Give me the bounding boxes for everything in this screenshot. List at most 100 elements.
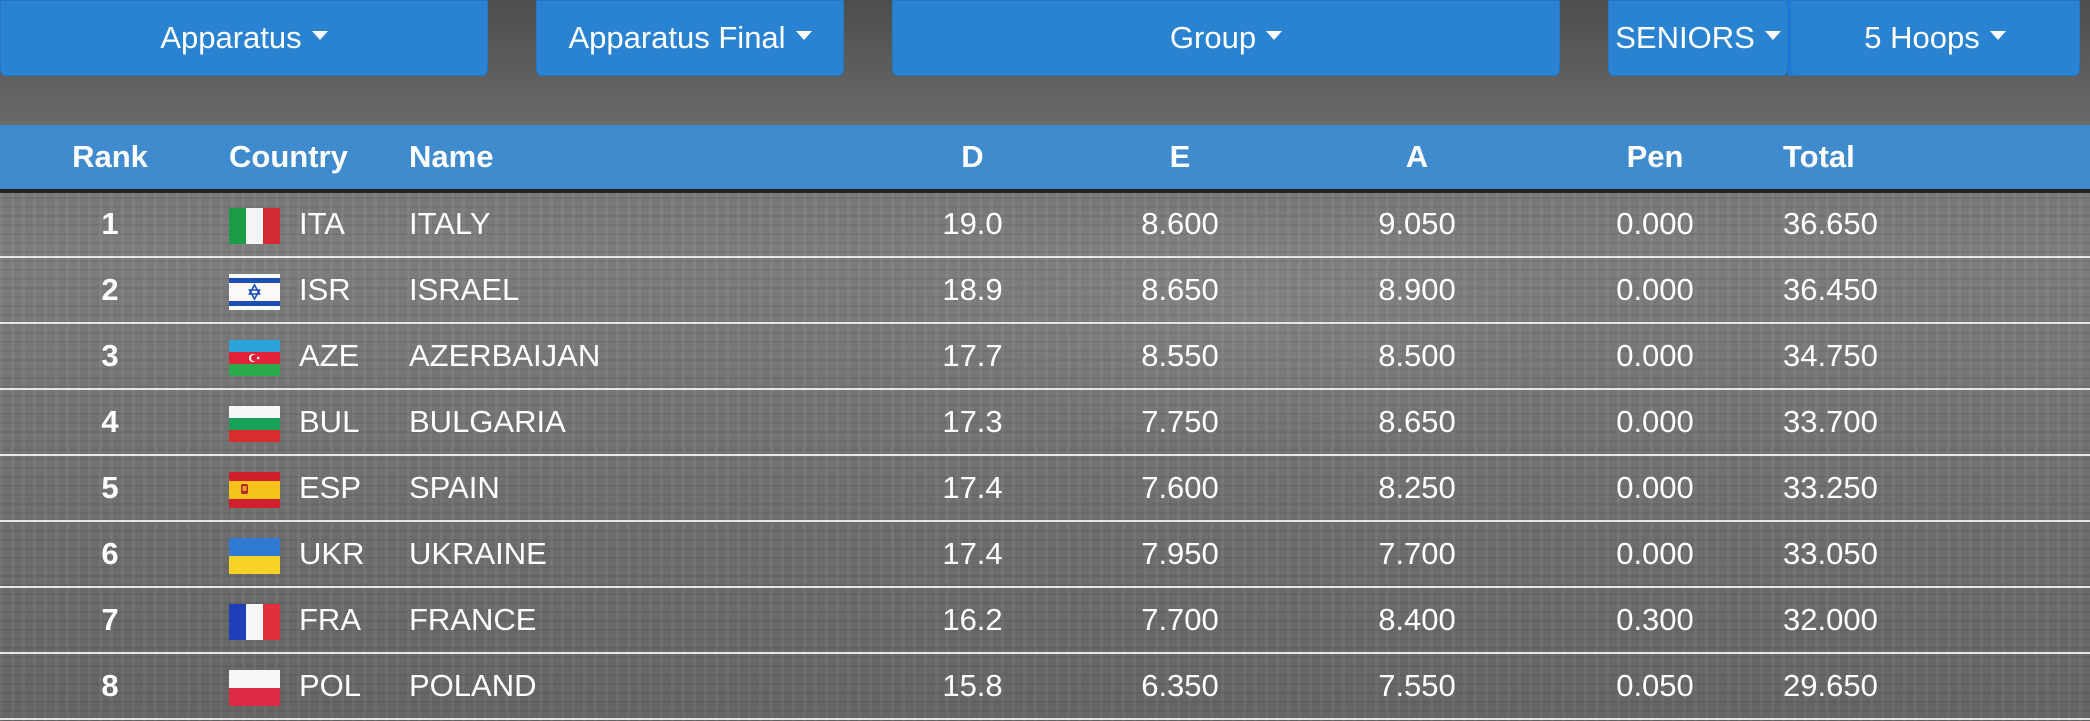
category-dropdown-label: SENIORS [1615, 20, 1755, 55]
e-score-cell: 6.350 [1141, 668, 1219, 703]
e-score-cell: 8.550 [1141, 338, 1219, 373]
total-score-cell: 34.750 [1783, 338, 1878, 373]
e-score-cell: 7.950 [1141, 536, 1219, 571]
header-name[interactable]: Name [409, 139, 494, 174]
poland-flag-icon [229, 670, 280, 706]
azerbaijan-flag-icon [229, 340, 280, 376]
total-score-cell: 33.050 [1783, 536, 1878, 571]
table-row[interactable]: 3 AZE AZERBAIJAN 17.7 8.550 8.500 0.000 … [0, 324, 2090, 390]
italy-flag-icon [229, 208, 280, 244]
apparatus-dropdown[interactable]: Apparatus [0, 0, 488, 76]
penalty-cell: 0.000 [1616, 338, 1694, 373]
rank-cell: 8 [101, 668, 119, 703]
total-score-cell: 36.650 [1783, 206, 1878, 241]
table-row[interactable]: 6 UKR UKRAINE 17.4 7.950 7.700 0.000 33.… [0, 522, 2090, 588]
penalty-cell: 0.000 [1616, 404, 1694, 439]
israel-flag-icon [229, 274, 280, 310]
e-score-cell: 7.700 [1141, 602, 1219, 637]
e-score-cell: 8.600 [1141, 206, 1219, 241]
rank-cell: 7 [101, 602, 119, 637]
event-dropdown[interactable]: 5 Hoops [1790, 0, 2080, 76]
e-score-cell: 7.750 [1141, 404, 1219, 439]
event-dropdown-label: 5 Hoops [1864, 20, 1980, 55]
penalty-cell: 0.050 [1616, 668, 1694, 703]
apparatus-final-dropdown[interactable]: Apparatus Final [536, 0, 844, 76]
total-score-cell: 32.000 [1783, 602, 1878, 637]
penalty-cell: 0.000 [1616, 470, 1694, 505]
a-score-cell: 8.400 [1378, 602, 1456, 637]
a-score-cell: 7.700 [1378, 536, 1456, 571]
table-row[interactable]: 1 ITA ITALY 19.0 8.600 9.050 0.000 36.65… [0, 192, 2090, 258]
country-code-cell: ISR [299, 272, 351, 307]
country-name-cell: POLAND [409, 668, 537, 703]
a-score-cell: 7.550 [1378, 668, 1456, 703]
spain-flag-icon [229, 472, 280, 508]
country-code-cell: ITA [299, 206, 345, 241]
caret-down-icon [1989, 30, 2006, 40]
rank-cell: 1 [101, 206, 119, 241]
header-rank[interactable]: Rank [72, 139, 148, 174]
e-score-cell: 7.600 [1141, 470, 1219, 505]
caret-down-icon [311, 30, 328, 40]
country-code-cell: BUL [299, 404, 360, 439]
country-name-cell: ITALY [409, 206, 491, 241]
a-score-cell: 8.500 [1378, 338, 1456, 373]
apparatus-final-dropdown-label: Apparatus Final [568, 20, 786, 55]
country-name-cell: AZERBAIJAN [409, 338, 601, 373]
penalty-cell: 0.300 [1616, 602, 1694, 637]
total-score-cell: 33.700 [1783, 404, 1878, 439]
total-score-cell: 36.450 [1783, 272, 1878, 307]
results-table-header: Rank Country Name D E A Pen Total [0, 125, 2090, 193]
d-score-cell: 17.3 [942, 404, 1003, 439]
table-row[interactable]: 2 ISR ISRAEL 18.9 8.650 8.900 0.000 36.4… [0, 258, 2090, 324]
header-a[interactable]: A [1405, 139, 1429, 174]
rank-cell: 2 [101, 272, 119, 307]
header-country[interactable]: Country [229, 139, 348, 174]
penalty-cell: 0.000 [1616, 536, 1694, 571]
caret-down-icon [1266, 30, 1283, 40]
table-row[interactable]: 4 BUL BULGARIA 17.3 7.750 8.650 0.000 33… [0, 390, 2090, 456]
e-score-cell: 8.650 [1141, 272, 1219, 307]
country-name-cell: ISRAEL [409, 272, 520, 307]
table-row[interactable]: 5 ESP SPAIN 17.4 7.600 8.250 0.000 33.25… [0, 456, 2090, 522]
d-score-cell: 16.2 [942, 602, 1003, 637]
a-score-cell: 8.650 [1378, 404, 1456, 439]
table-row[interactable]: 7 FRA FRANCE 16.2 7.700 8.400 0.300 32.0… [0, 588, 2090, 654]
rank-cell: 4 [101, 404, 119, 439]
country-code-cell: POL [299, 668, 362, 703]
penalty-cell: 0.000 [1616, 206, 1694, 241]
d-score-cell: 18.9 [942, 272, 1003, 307]
header-e[interactable]: E [1169, 139, 1191, 174]
d-score-cell: 17.7 [942, 338, 1003, 373]
header-d[interactable]: D [961, 139, 984, 174]
country-code-cell: FRA [299, 602, 361, 637]
header-pen[interactable]: Pen [1626, 139, 1684, 174]
group-dropdown[interactable]: Group [892, 0, 1560, 76]
france-flag-icon [229, 604, 280, 640]
bulgaria-flag-icon [229, 406, 280, 442]
header-total[interactable]: Total [1783, 139, 1855, 174]
total-score-cell: 29.650 [1783, 668, 1878, 703]
table-row[interactable]: 8 POL POLAND 15.8 6.350 7.550 0.050 29.6… [0, 654, 2090, 720]
a-score-cell: 8.900 [1378, 272, 1456, 307]
country-name-cell: SPAIN [409, 470, 500, 505]
penalty-cell: 0.000 [1616, 272, 1694, 307]
country-code-cell: AZE [299, 338, 360, 373]
country-name-cell: FRANCE [409, 602, 537, 637]
country-code-cell: UKR [299, 536, 365, 571]
a-score-cell: 8.250 [1378, 470, 1456, 505]
d-score-cell: 17.4 [942, 536, 1003, 571]
caret-down-icon [795, 30, 812, 40]
total-score-cell: 33.250 [1783, 470, 1878, 505]
rank-cell: 3 [101, 338, 119, 373]
category-dropdown[interactable]: SENIORS [1608, 0, 1788, 76]
rank-cell: 6 [101, 536, 119, 571]
apparatus-dropdown-label: Apparatus [160, 20, 302, 55]
d-score-cell: 19.0 [942, 206, 1003, 241]
country-code-cell: ESP [299, 470, 362, 505]
caret-down-icon [1764, 30, 1781, 40]
group-dropdown-label: Group [1169, 20, 1257, 55]
country-name-cell: UKRAINE [409, 536, 547, 571]
country-name-cell: BULGARIA [409, 404, 566, 439]
d-score-cell: 15.8 [942, 668, 1003, 703]
